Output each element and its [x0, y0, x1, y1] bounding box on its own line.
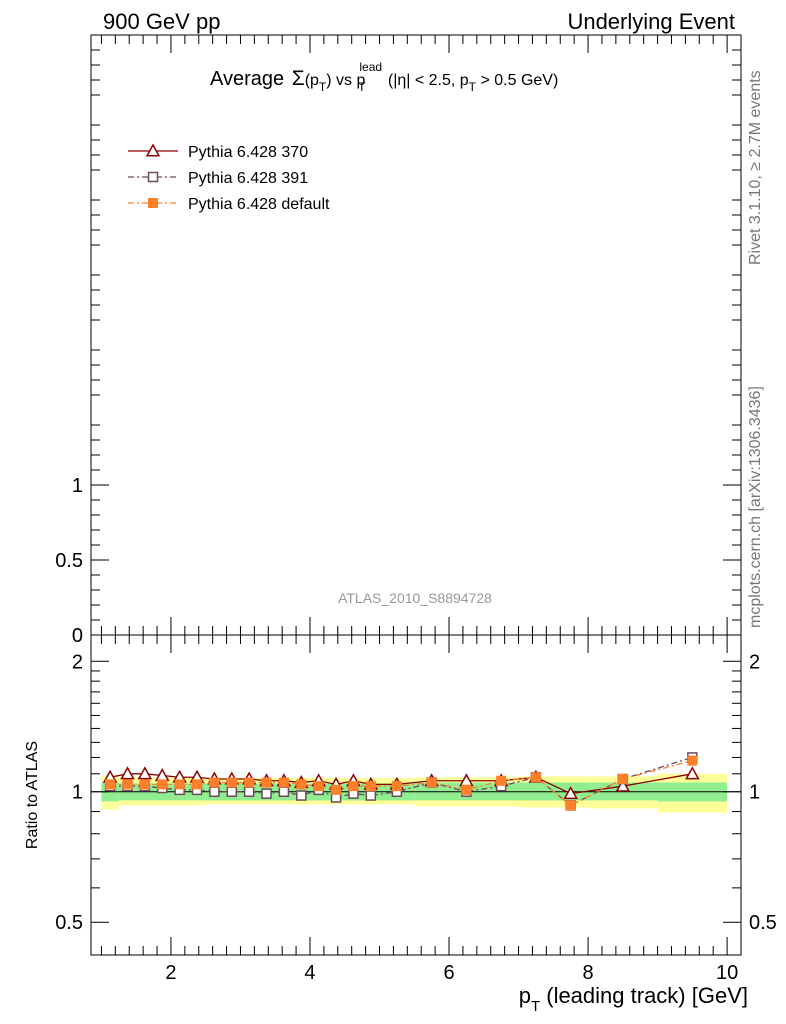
analysis-watermark: ATLAS_2010_S8894728	[338, 590, 492, 606]
ratio-y-tick-label-left: 0.5	[55, 912, 83, 934]
x-axis-label: pT (leading track) [GeV]	[519, 983, 748, 1015]
filled-square-marker	[313, 781, 324, 792]
mcplots-side-label: mcplots.cern.ch [arXiv:1306.3436]	[747, 386, 764, 628]
filled-square-marker	[461, 784, 472, 795]
filled-square-marker	[261, 777, 272, 788]
x-tick-label: 6	[443, 962, 454, 984]
square-marker	[261, 788, 272, 799]
rivet-side-label: Rivet 3.1.10, ≥ 2.7M events	[747, 70, 764, 265]
filled-square-marker	[426, 777, 437, 788]
filled-square-marker	[157, 779, 168, 790]
triangle-marker	[145, 143, 161, 157]
main-y-tick-labels: 10.50	[55, 475, 83, 647]
main-y-tick-label: 1	[72, 475, 83, 497]
square-marker	[365, 790, 377, 801]
square-marker	[296, 790, 307, 801]
x-tick-label: 4	[304, 962, 315, 984]
filled-square-marker	[139, 779, 150, 790]
square-marker	[209, 786, 220, 797]
header-left: 900 GeV pp	[103, 9, 220, 34]
ratio-y-axis-label: Ratio to ATLAS	[24, 741, 41, 849]
filled-square-marker	[174, 779, 185, 790]
filled-square-marker	[496, 775, 507, 786]
filled-square-marker	[348, 781, 359, 792]
ratio-y-tick-label-left: 2	[72, 651, 83, 673]
legend: Pythia 6.428 370 Pythia 6.428 391 Pythia 6…	[128, 143, 330, 213]
ratio-y-tick-label-right: 2	[749, 651, 760, 673]
legend-entry-label: Pythia 6.428 370	[188, 144, 308, 161]
filled-square-marker	[209, 777, 220, 788]
ratio-ticks	[91, 635, 741, 955]
legend-entry-label: Pythia 6.428 391	[188, 170, 308, 187]
filled-square-marker	[530, 772, 541, 783]
filled-square-marker	[105, 779, 116, 790]
square-marker	[226, 786, 238, 797]
main-plot-frame	[90, 34, 742, 636]
filled-square-marker	[192, 779, 203, 790]
triangle-marker	[137, 766, 153, 780]
ratio-plot-frame	[90, 634, 742, 956]
filled-square-marker	[565, 800, 576, 811]
ratio-y-tick-label-right: 0.5	[749, 912, 777, 934]
ratio-tick-labels: 2 4 6 8 10 2 2 1 1 0.5 0.5	[55, 651, 777, 984]
triangle-marker	[563, 786, 578, 800]
filled-square-marker	[617, 774, 628, 785]
square-marker	[278, 786, 290, 797]
header-right: Underlying Event	[567, 9, 735, 34]
ratio-y-tick-label-left: 1	[72, 782, 83, 804]
triangle-marker	[685, 766, 700, 780]
x-tick-label: 8	[582, 962, 593, 984]
ratio-series	[102, 752, 700, 811]
x-tick-label: 10	[716, 962, 738, 984]
filled-square-marker	[331, 784, 342, 795]
triangle-marker	[120, 766, 135, 780]
ratio-y-tick-label-right: 1	[749, 782, 760, 804]
filled-square-marker	[244, 777, 255, 788]
main-y-tick-label: 0	[72, 625, 83, 647]
filled-square-marker	[391, 781, 402, 792]
filled-square-marker	[296, 779, 307, 790]
filled-square-marker	[278, 777, 289, 788]
legend-entry-label: Pythia 6.428 default	[188, 196, 330, 213]
main-title: Average Σ(pT) vs plead T (|η| < 2.5, pT >…	[210, 60, 558, 94]
series-pythia-6-428-default	[105, 755, 698, 811]
main-y-ticks	[91, 35, 741, 636]
filled-square-marker	[122, 779, 133, 790]
x-tick-label: 2	[165, 962, 176, 984]
filled-square-marker	[148, 198, 158, 208]
square-marker	[147, 171, 159, 183]
filled-square-marker	[365, 781, 376, 792]
filled-square-marker	[687, 755, 698, 766]
triangle-marker	[615, 778, 631, 792]
square-marker	[243, 786, 255, 797]
main-y-tick-label: 0.5	[55, 550, 83, 572]
filled-square-marker	[226, 777, 237, 788]
